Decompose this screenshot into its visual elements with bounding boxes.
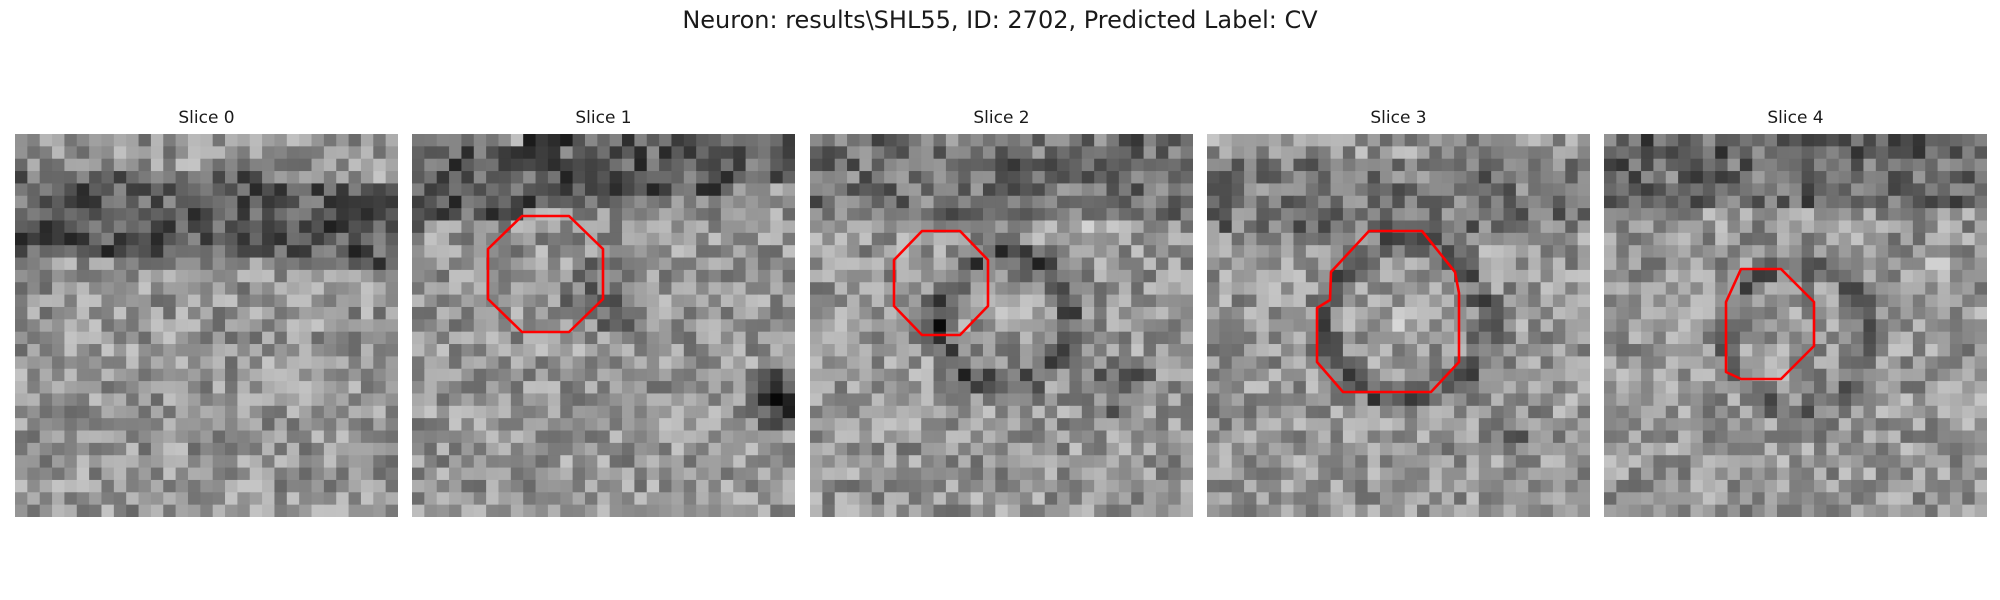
slice-0-title: Slice 0	[178, 108, 235, 128]
figure-title: Neuron: results\SHL55, ID: 2702, Predict…	[682, 6, 1318, 34]
slice-1-image	[412, 134, 795, 517]
slice-2-title: Slice 2	[973, 108, 1030, 128]
slice-3-image	[1207, 134, 1590, 517]
slice-3-title: Slice 3	[1370, 108, 1427, 128]
slice-2-canvas	[810, 134, 1193, 517]
slice-4-title: Slice 4	[1767, 108, 1824, 128]
slice-1-title: Slice 1	[575, 108, 632, 128]
slice-1-cell-outline	[486, 214, 605, 334]
slice-1-canvas	[412, 134, 795, 517]
slice-0-image	[15, 134, 398, 517]
slice-2-image	[810, 134, 1193, 517]
slice-4-cell-outline	[1724, 267, 1816, 381]
slice-3-cell-outline	[1315, 229, 1461, 394]
slice-2-cell-outline	[892, 229, 990, 337]
slice-4-canvas	[1604, 134, 1987, 517]
slice-4-image	[1604, 134, 1987, 517]
slice-0-canvas	[15, 134, 398, 517]
slice-3-canvas	[1207, 134, 1590, 517]
